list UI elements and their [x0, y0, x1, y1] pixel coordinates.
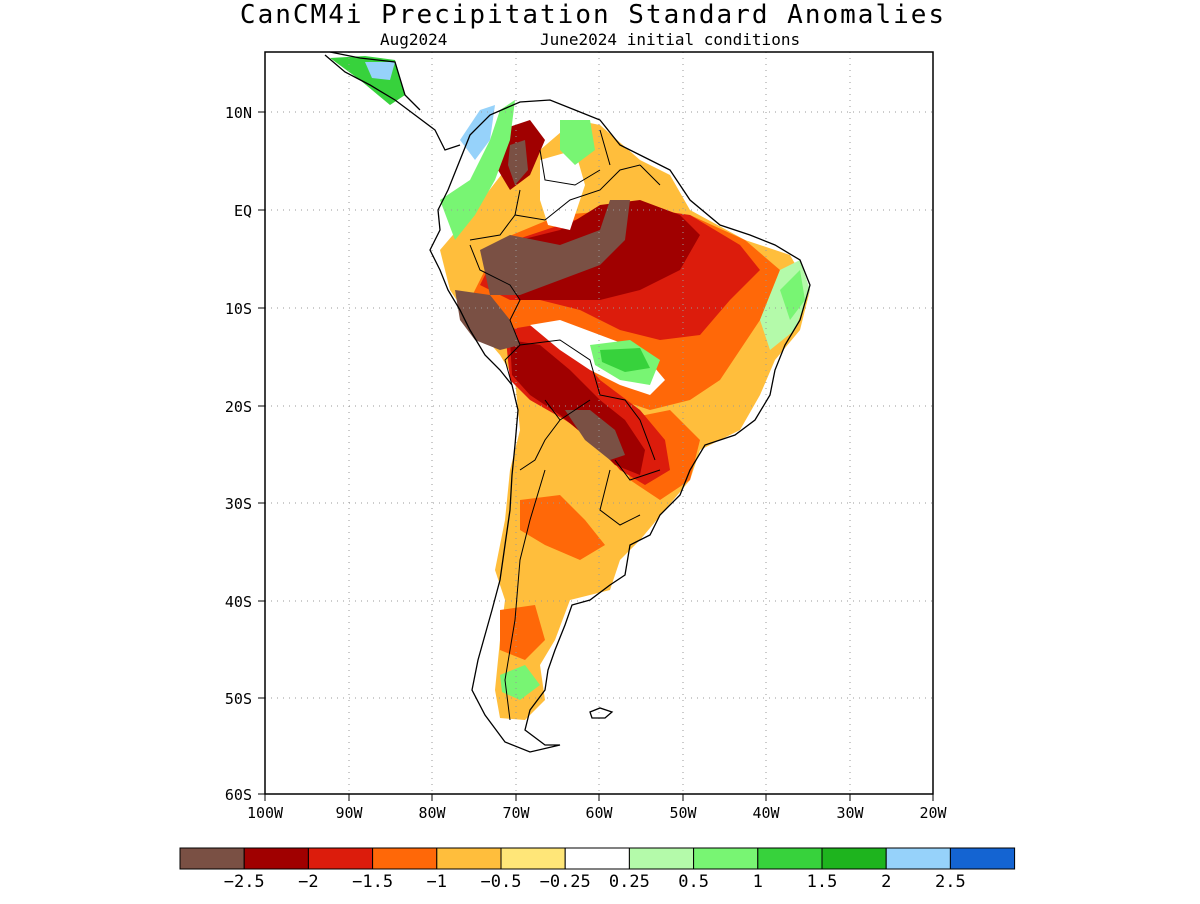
- latitude-axis: 10N EQ 10S 20S 30S 40S 50S 60S: [225, 104, 265, 804]
- lat-tick: 10S: [225, 300, 265, 318]
- lon-tick: 20W: [919, 794, 948, 822]
- colorbar-label: 0.25: [609, 872, 650, 892]
- lat-tick: 50S: [225, 690, 265, 708]
- country-borders: [469, 129, 661, 721]
- colorbar-label: 1: [753, 872, 763, 892]
- lon-tick-label: 40W: [752, 804, 780, 822]
- lon-tick: 60W: [585, 794, 614, 822]
- colorbar-swatch: [885, 847, 951, 870]
- coastlines: [324, 52, 811, 753]
- lat-tick: 20S: [225, 398, 265, 416]
- subtitle-valid-month: Aug2024: [380, 30, 448, 49]
- anomaly-region-neutral-north: [540, 150, 585, 230]
- lon-tick: 90W: [335, 794, 364, 822]
- colorbar-label: −2.5: [224, 872, 265, 892]
- lon-tick-label: 30W: [836, 804, 864, 822]
- colorbar-swatch: [179, 847, 245, 870]
- lon-tick: 40W: [752, 794, 781, 822]
- lat-tick: 10N: [225, 104, 265, 122]
- anomaly-region-green-colombia: [440, 100, 515, 240]
- lon-tick-label: 20W: [919, 804, 947, 822]
- map-title: CanCM4i Precipitation Standard Anomalies: [239, 0, 947, 30]
- colorbar-swatch: [307, 847, 374, 870]
- anomaly-region-brown-amazon: [480, 200, 630, 295]
- graticule: [265, 52, 933, 794]
- lat-tick: 40S: [225, 593, 265, 611]
- lon-tick: 100W: [247, 794, 284, 822]
- lon-tick-label: 50W: [669, 804, 697, 822]
- colorbar-label: −2: [298, 872, 318, 892]
- lon-tick: 70W: [502, 794, 531, 822]
- anomaly-region-green-nebrazil-core: [780, 270, 805, 320]
- anomaly-region-green-bolivia-core: [600, 348, 650, 372]
- colorbar-swatch: [757, 847, 823, 870]
- anomaly-region-orange-patagonia: [500, 605, 545, 660]
- colorbar-label: −1.5: [352, 872, 393, 892]
- lat-tick-label: 60S: [225, 786, 252, 804]
- colorbar-label: 2: [881, 872, 891, 892]
- lon-tick-label: 60W: [585, 804, 613, 822]
- lat-tick-label: EQ: [234, 202, 252, 220]
- colorbar-swatch: [564, 847, 630, 870]
- falkland-islands: [589, 707, 614, 719]
- lon-tick-label: 80W: [418, 804, 446, 822]
- colorbar-swatch: [628, 847, 695, 870]
- colorbar-swatch: [693, 847, 759, 870]
- colorbar-swatch: [243, 847, 309, 870]
- subtitle-initial-conditions: June2024 initial conditions: [540, 30, 801, 49]
- lon-tick: 50W: [669, 794, 698, 822]
- central-america-coastline: [324, 52, 461, 151]
- lon-tick-label: 70W: [502, 804, 530, 822]
- anomaly-region-green-venezuela: [560, 120, 595, 165]
- lat-tick-label: 50S: [225, 690, 252, 708]
- lat-tick: 60S: [225, 786, 265, 804]
- colorbar-swatch: [821, 847, 887, 870]
- colorbar-swatch: [500, 847, 566, 870]
- lon-tick: 30W: [836, 794, 865, 822]
- anomaly-region-brown-peru: [455, 290, 520, 350]
- colorbar-swatch: [949, 847, 1016, 870]
- colorbar-label: 2.5: [935, 872, 966, 892]
- longitude-axis: 100W 90W 80W 70W 60W 50W 40W 30W 20W: [247, 794, 948, 822]
- colorbar-swatch: [436, 847, 502, 870]
- lat-tick: EQ: [234, 202, 265, 220]
- lat-tick-label: 20S: [225, 398, 252, 416]
- colorbar-label: −0.25: [540, 872, 591, 892]
- lat-tick-label: 10S: [225, 300, 252, 318]
- colorbar-label: 0.5: [678, 872, 709, 892]
- lat-tick-label: 30S: [225, 495, 252, 513]
- lat-tick: 30S: [225, 495, 265, 513]
- colorbar: −2.5 −2 −1.5 −1 −0.5 −0.25 0.25 0.5 1 1.5 2 2.5: [179, 847, 1016, 892]
- anomaly-region-brown-paraguay: [565, 410, 625, 460]
- lon-tick-label: 90W: [335, 804, 363, 822]
- colorbar-swatch: [372, 847, 438, 870]
- lon-tick-label: 100W: [247, 804, 284, 822]
- anomaly-region-green-patagonia: [500, 665, 540, 700]
- colorbar-label: 1.5: [807, 872, 838, 892]
- south-america-coastline: [429, 99, 811, 753]
- lat-tick-label: 40S: [225, 593, 252, 611]
- anomaly-region-blue-centralamerica: [365, 62, 395, 80]
- lat-tick-label: 10N: [225, 104, 252, 122]
- lon-tick: 80W: [418, 794, 447, 822]
- anomaly-field: [330, 56, 810, 720]
- anomaly-region-brown-north: [508, 140, 528, 185]
- anomaly-region-orange-south: [520, 495, 605, 560]
- colorbar-label: −0.5: [481, 872, 522, 892]
- colorbar-label: −1: [427, 872, 447, 892]
